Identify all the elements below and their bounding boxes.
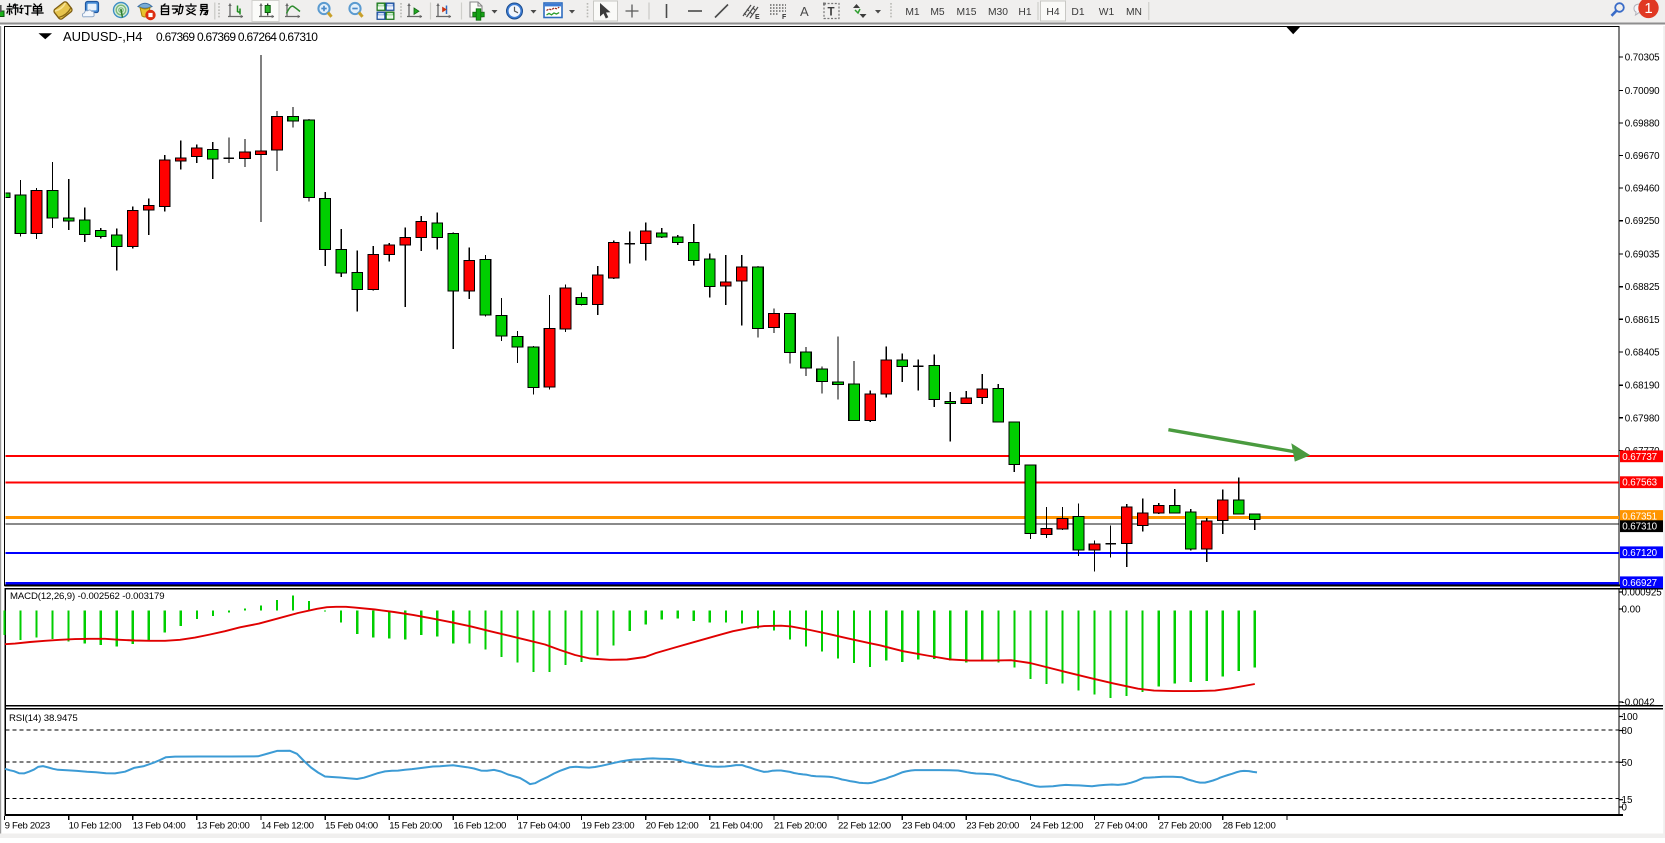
svg-text:0.68405: 0.68405 (1625, 347, 1660, 358)
svg-text:17 Feb 04:00: 17 Feb 04:00 (517, 821, 570, 832)
svg-text:23 Feb 04:00: 23 Feb 04:00 (902, 821, 955, 832)
svg-text:W1: W1 (1099, 7, 1115, 18)
svg-text:E: E (755, 14, 760, 21)
svg-text:27 Feb 20:00: 27 Feb 20:00 (1159, 821, 1212, 832)
svg-text:AUDUSD-,H4: AUDUSD-,H4 (63, 29, 142, 44)
svg-text:MN: MN (1126, 7, 1142, 18)
svg-text:M1: M1 (905, 7, 920, 18)
svg-text:22 Feb 12:00: 22 Feb 12:00 (838, 821, 891, 832)
svg-text:20 Feb 12:00: 20 Feb 12:00 (646, 821, 699, 832)
svg-text:50: 50 (1622, 758, 1633, 769)
svg-text:0.67980: 0.67980 (1625, 413, 1660, 424)
svg-text:D1: D1 (1071, 7, 1084, 18)
svg-text:0.70305: 0.70305 (1625, 53, 1660, 64)
svg-text:0.69460: 0.69460 (1625, 184, 1660, 195)
svg-text:0.67563: 0.67563 (1622, 478, 1657, 489)
svg-text:0.00: 0.00 (1622, 604, 1642, 615)
svg-text:H4: H4 (1046, 7, 1059, 18)
svg-text:24 Feb 12:00: 24 Feb 12:00 (1030, 821, 1083, 832)
svg-text:M15: M15 (956, 7, 976, 18)
svg-text:15 Feb 20:00: 15 Feb 20:00 (389, 821, 442, 832)
svg-text:0.68615: 0.68615 (1625, 315, 1660, 326)
svg-text:H1: H1 (1018, 7, 1031, 18)
svg-text:0.000925: 0.000925 (1622, 587, 1663, 598)
svg-text:0.69250: 0.69250 (1625, 216, 1660, 227)
svg-text:23 Feb 20:00: 23 Feb 20:00 (966, 821, 1019, 832)
svg-text:80: 80 (1622, 726, 1633, 737)
svg-text:0.66927: 0.66927 (1622, 578, 1657, 589)
svg-text:T: T (828, 7, 835, 19)
svg-text:0: 0 (1622, 803, 1628, 814)
svg-text:0.68825: 0.68825 (1625, 282, 1660, 293)
svg-text:100: 100 (1622, 712, 1639, 723)
svg-text:15 Feb 04:00: 15 Feb 04:00 (325, 821, 378, 832)
svg-text:13 Feb 04:00: 13 Feb 04:00 (133, 821, 186, 832)
svg-text:0.70090: 0.70090 (1625, 86, 1660, 97)
svg-text:1: 1 (1644, 0, 1652, 17)
svg-text:15: 15 (1622, 795, 1633, 806)
svg-text:13 Feb 20:00: 13 Feb 20:00 (197, 821, 250, 832)
svg-text:-0.0042: -0.0042 (1622, 697, 1655, 708)
svg-text:0.67737: 0.67737 (1622, 452, 1657, 463)
svg-text:28 Feb 12:00: 28 Feb 12:00 (1223, 821, 1276, 832)
svg-text:27 Feb 04:00: 27 Feb 04:00 (1095, 821, 1148, 832)
svg-text:9 Feb 2023: 9 Feb 2023 (5, 821, 50, 832)
svg-text:19 Feb 23:00: 19 Feb 23:00 (582, 821, 635, 832)
svg-text:RSI(14) 38.9475: RSI(14) 38.9475 (9, 713, 78, 724)
svg-text:0.69670: 0.69670 (1625, 151, 1660, 162)
svg-text:16 Feb 12:00: 16 Feb 12:00 (453, 821, 506, 832)
svg-text:14 Feb 12:00: 14 Feb 12:00 (261, 821, 314, 832)
svg-text:MACD(12,26,9) -0.002562 -0.003: MACD(12,26,9) -0.002562 -0.003179 (10, 591, 164, 602)
svg-text:21 Feb 20:00: 21 Feb 20:00 (774, 821, 827, 832)
svg-text:M30: M30 (988, 7, 1008, 18)
svg-text:0.67120: 0.67120 (1622, 548, 1657, 559)
svg-text:10 Feb 12:00: 10 Feb 12:00 (69, 821, 122, 832)
svg-text:F: F (782, 14, 787, 21)
svg-text:0.67351: 0.67351 (1622, 512, 1657, 523)
svg-text:0.67369 0.67369 0.67264 0.6731: 0.67369 0.67369 0.67264 0.67310 (156, 30, 318, 44)
svg-text:0.69880: 0.69880 (1625, 118, 1660, 129)
svg-text:A: A (800, 4, 809, 19)
svg-text:M5: M5 (930, 7, 945, 18)
svg-text:0.68190: 0.68190 (1625, 381, 1660, 392)
svg-text:0.69035: 0.69035 (1625, 250, 1660, 261)
svg-text:21 Feb 04:00: 21 Feb 04:00 (710, 821, 763, 832)
svg-text:0.67310: 0.67310 (1622, 522, 1657, 533)
